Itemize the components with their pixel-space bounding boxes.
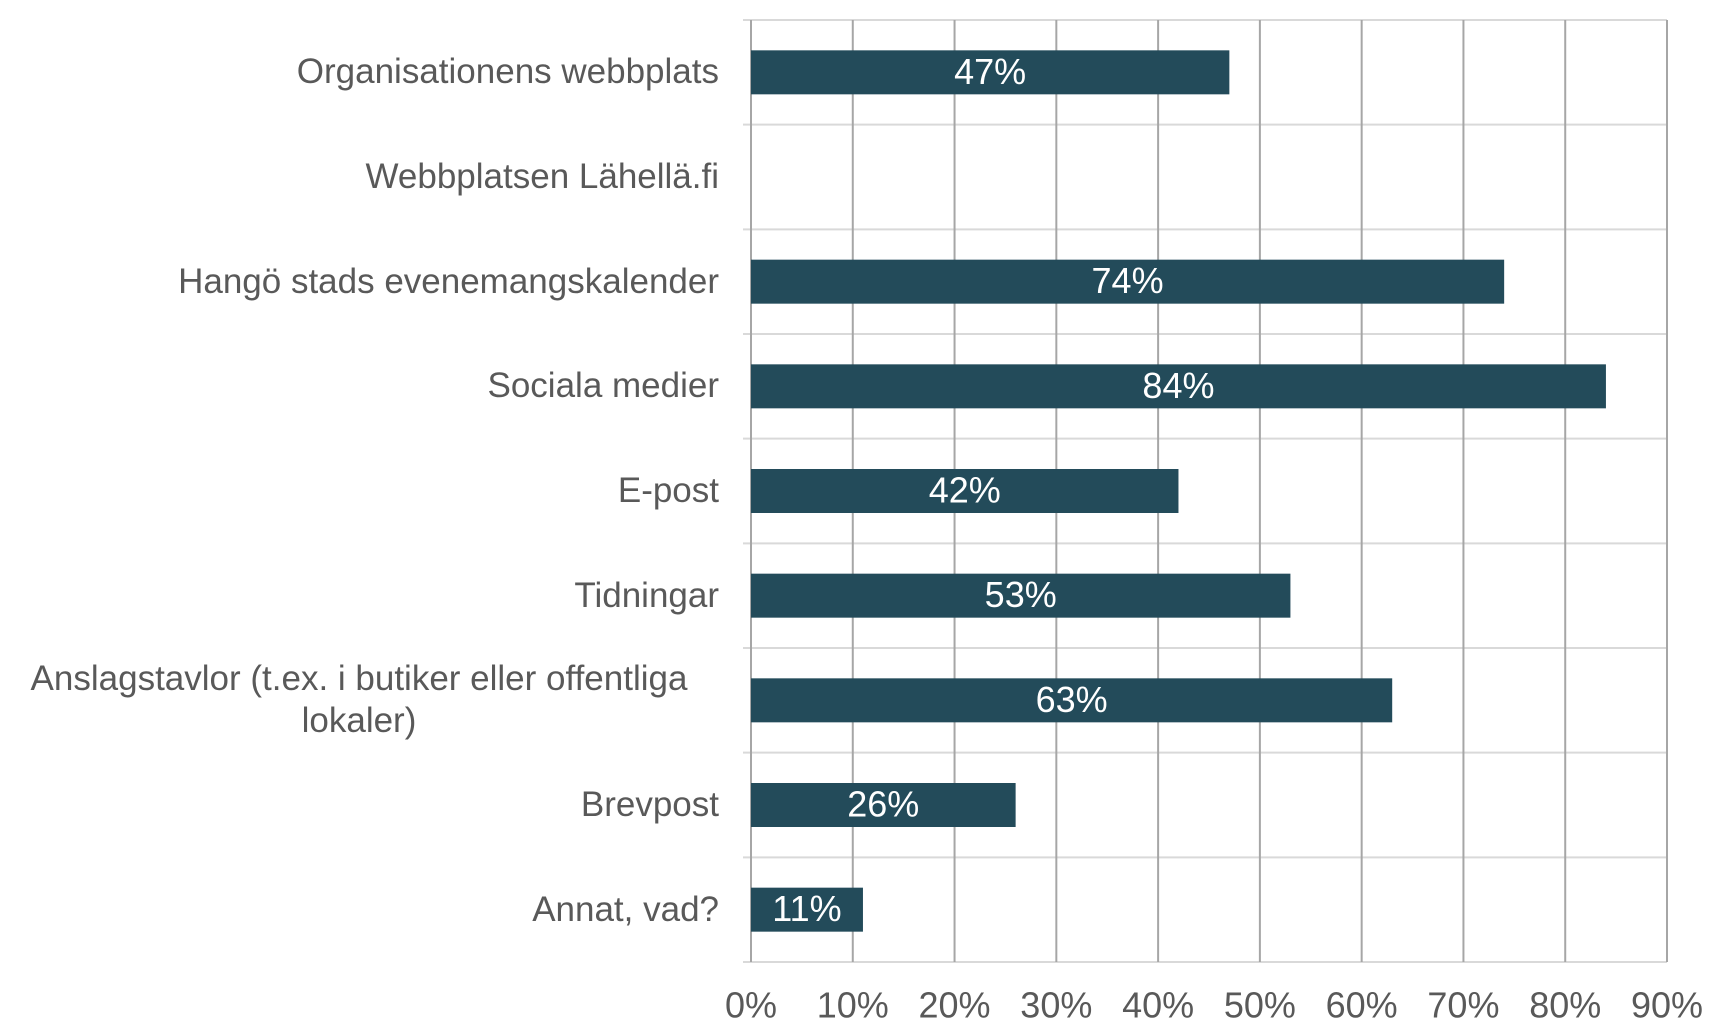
x-tick-label: 70%: [1427, 985, 1499, 1026]
x-tick-label: 80%: [1529, 985, 1601, 1026]
bar: [751, 783, 1016, 827]
bar: [751, 259, 1505, 304]
data-label: 11%: [772, 888, 841, 929]
data-label: 26%: [847, 784, 919, 825]
y-tick-label: Annat, vad?: [532, 889, 719, 929]
y-tick-label: Anslagstavlor (t.ex. i butiker eller off…: [30, 659, 688, 741]
x-tick-label: 30%: [1020, 985, 1092, 1026]
x-tick-label: 20%: [919, 985, 991, 1026]
x-tick-label: 40%: [1122, 985, 1194, 1026]
x-tick-label: 90%: [1631, 985, 1703, 1026]
bar: [751, 50, 1230, 95]
y-tick-label: Organisationens webbplats: [296, 52, 719, 92]
data-label: 47%: [954, 51, 1026, 92]
y-tick-label: Sociala medier: [487, 366, 720, 406]
y-tick-label: Brevpost: [580, 785, 719, 824]
y-tick-label: Hangö stads evenemangskalender: [178, 261, 719, 301]
y-tick-label: E-post: [617, 471, 719, 510]
data-label: 84%: [1142, 365, 1214, 406]
data-label: 74%: [1092, 260, 1164, 301]
bar: [751, 573, 1291, 618]
x-tick-label: 60%: [1326, 985, 1398, 1026]
y-tick-label: Webbplatsen Lähellä.fi: [365, 157, 720, 196]
bar: [751, 469, 1179, 513]
x-tick-label: 50%: [1224, 985, 1296, 1026]
data-label: 53%: [985, 574, 1057, 615]
data-label: 42%: [929, 470, 1001, 511]
bar: [751, 364, 1606, 409]
x-tick-label: 0%: [725, 985, 777, 1026]
bar: [751, 887, 863, 932]
x-tick-label: 10%: [817, 985, 889, 1026]
bar: [751, 678, 1393, 723]
y-tick-label: Tidningar: [574, 575, 719, 615]
data-label: 63%: [1036, 679, 1108, 720]
